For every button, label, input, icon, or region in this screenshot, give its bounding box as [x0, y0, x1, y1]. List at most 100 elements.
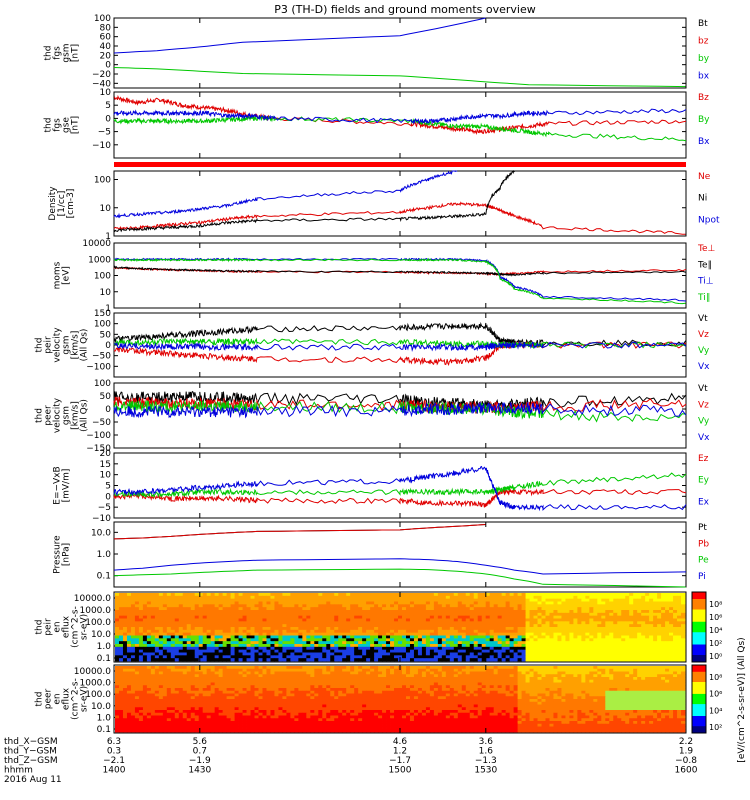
spectrogram-cell [465, 618, 471, 622]
spectrogram-cell [182, 655, 188, 659]
spectrogram-cell [421, 607, 427, 611]
spectrogram-cell [569, 646, 574, 651]
spectrogram-cell [573, 635, 578, 639]
spectrogram-cell [677, 649, 682, 653]
spectrogram-cell [641, 598, 646, 602]
colorbar-segment [692, 642, 706, 645]
spectrogram-cell [322, 677, 327, 681]
spectrogram-cell [665, 593, 670, 597]
spectrogram-cell [234, 595, 239, 600]
spectrogram-cell [246, 593, 251, 597]
spectrogram-cell [597, 607, 602, 611]
spectrogram-cell [394, 679, 399, 683]
spectrogram-cell [250, 618, 255, 622]
spectrogram-cell [545, 677, 550, 681]
colorbar-segment [692, 639, 706, 642]
spectrogram-cell [501, 677, 507, 681]
spectrogram-cell [234, 658, 239, 662]
spectrogram-cell [637, 627, 642, 631]
spectrogram-cell [505, 598, 511, 602]
spectrogram-cell [118, 627, 124, 631]
spectrogram-cell [613, 679, 618, 683]
spectrogram-cell [142, 593, 148, 597]
spectrogram-cell [661, 674, 666, 678]
spectrogram-cell [681, 658, 686, 662]
spectrogram-cell [194, 685, 200, 689]
spectrogram-cell [338, 638, 343, 642]
spectrogram-cell [541, 638, 546, 642]
spectrogram-cell [469, 666, 475, 670]
spectrogram-cell [266, 682, 271, 686]
spectrogram-cell [493, 624, 499, 628]
spectrogram-cell [190, 682, 196, 686]
spectrogram-cell [629, 624, 634, 628]
spectrogram-cell [274, 595, 279, 600]
spectrogram-cell [441, 677, 447, 681]
spectrogram-cell [585, 610, 590, 614]
spectrogram-cell [314, 677, 319, 681]
spectrogram-cell [146, 593, 152, 597]
spectrogram-cell [449, 652, 455, 656]
spectrogram-cell [234, 615, 239, 619]
spectrogram-cell [250, 674, 255, 678]
spectrogram-cell [222, 604, 228, 608]
spectrogram-cell [174, 677, 180, 681]
spectrogram-cell [170, 612, 176, 617]
spectrogram-cell [505, 641, 511, 645]
spectrogram-cell [553, 666, 558, 670]
spectrogram-cell [661, 601, 666, 605]
spectrogram-cell [569, 674, 574, 678]
spectrogram-cell [673, 685, 678, 689]
y-label-line: velocity [53, 327, 63, 363]
spectrogram-cell [457, 612, 463, 617]
spectrogram-cell [382, 682, 387, 686]
spectrogram-cell [390, 632, 395, 636]
spectrogram-cell [533, 682, 538, 686]
spectrogram-cell [394, 601, 399, 605]
spectrogram-cell [374, 644, 379, 648]
spectrogram-cell [541, 671, 546, 675]
spectrogram-cell [218, 593, 224, 597]
spectrogram-cell [150, 658, 156, 662]
spectrogram-cell [318, 635, 323, 639]
spectrogram-cell [298, 632, 303, 636]
spectrogram-cell [298, 607, 303, 611]
spectrogram-cell [401, 655, 407, 659]
spectrogram-cell [457, 627, 463, 631]
spectrogram-cell [322, 682, 327, 686]
y-tick-label: −5 [98, 503, 111, 513]
spectrogram-cell [398, 635, 403, 639]
spectrogram-cell [469, 655, 475, 659]
spectrogram-cell [677, 666, 682, 670]
legend-Bz: Bz [698, 93, 709, 103]
spectrogram-cell [509, 666, 515, 670]
spectrogram-cell [649, 638, 654, 642]
spectrogram-cell [429, 655, 435, 659]
spectrogram-cell [609, 682, 614, 686]
spectrogram-cell [641, 593, 646, 597]
legend-Ey: Ey [698, 476, 710, 486]
spectrogram-cell [290, 601, 295, 605]
spectrogram-cell [326, 674, 331, 678]
spectrogram-cell [202, 652, 208, 656]
spectrogram-cell [278, 641, 283, 645]
spectrogram-cell [513, 682, 518, 686]
spectrogram-cell [210, 641, 216, 645]
spectrogram-cell [637, 629, 642, 634]
spectrogram-cell [154, 621, 160, 625]
spectrogram-cell [186, 601, 192, 605]
spectrogram-cell [382, 679, 387, 683]
spectrogram-cell [310, 627, 315, 631]
spectrogram-cell [138, 685, 144, 689]
spectrogram-cell [398, 601, 403, 605]
spectrogram-cell [122, 671, 128, 675]
spectrogram-cell [661, 658, 666, 662]
y-tick-label: 1000 [88, 255, 111, 265]
spectrogram-cell [322, 668, 327, 672]
spectrogram-cell [138, 682, 144, 686]
spectrogram-cell [497, 677, 503, 681]
spectrogram-cell [254, 666, 259, 670]
spectrogram-cell [609, 655, 614, 659]
spectrogram-cell [501, 629, 507, 634]
spectrogram-cell [202, 604, 208, 608]
